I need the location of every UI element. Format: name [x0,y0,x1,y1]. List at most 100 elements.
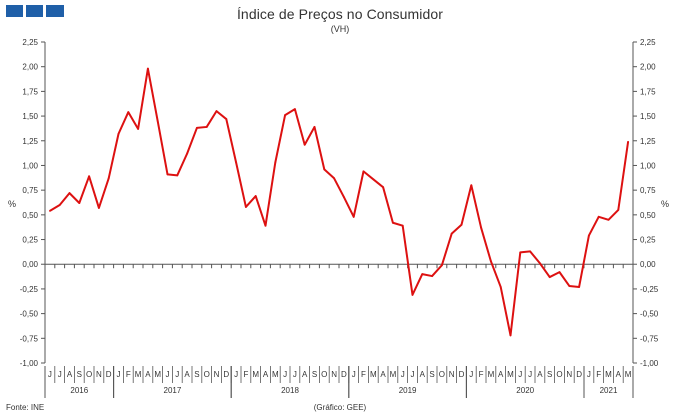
data-point [156,120,159,122]
y-tick-label-right: 2,00 [640,63,656,72]
x-tick-label-month: O [439,370,445,379]
y-tick-label-right: 0,00 [640,260,656,269]
data-point [245,206,247,208]
y-tick-label-left: 2,25 [22,38,38,47]
y-axis-right: -1,00 -0,75 -0,50 -0,25 0,00 0,25 0,50 0,75 1,00… [633,38,659,368]
y-tick-label-right: 0,50 [640,211,656,220]
x-tick-label-month: N [566,370,572,379]
chart-title: Índice de Preços no Consumidor [236,6,444,22]
x-tick-label-month: A [263,370,269,379]
x-tick-label-month: N [331,370,337,379]
x-tick-label-month: F [479,370,484,379]
x-tick-label-month: J [411,370,415,379]
x-tick-label-month: M [605,370,612,379]
y-tick-label-right: 1,25 [640,137,656,146]
x-tick-label-month: J [587,370,591,379]
x-tick-label-month: J [283,370,287,379]
y-tick-label-left: -0,25 [20,285,39,294]
x-tick-label-month: A [184,370,190,379]
y-tick-label-right: 0,75 [640,186,656,195]
data-point [225,118,228,120]
data-point [323,168,326,171]
logo-block-2 [26,5,43,17]
data-point [431,275,433,277]
x-tick-label-year: 2018 [281,386,299,395]
y-tick-label-left: 0,75 [22,186,38,195]
data-point [147,67,149,70]
y-axis-label-right: % [661,199,669,209]
x-tick-label-year: 2016 [70,386,88,395]
data-point [88,175,90,178]
y-tick-label-left: -0,50 [20,310,39,319]
x-tick-label-month: A [420,370,426,379]
series-line [49,67,630,337]
x-tick-label-month: J [58,370,62,379]
data-point [303,143,306,146]
x-tick-label-month: M [507,370,514,379]
y-tick-label-right: 0,25 [640,236,656,245]
chart-axes [44,42,634,363]
data-point [480,226,482,229]
x-tick-label-month: A [498,370,504,379]
x-tick-label-month: A [616,370,622,379]
x-tick-label-month: J [518,370,522,379]
x-tick-label-month: D [341,370,347,379]
data-point [68,192,71,195]
data-point [333,177,335,180]
data-point [274,161,277,164]
data-point [607,218,610,221]
x-tick-label-month: F [596,370,601,379]
data-point [627,140,629,143]
x-tick-label-month: N [214,370,220,379]
x-tick-label-month: A [302,370,308,379]
x-tick-label-month: J [166,370,170,379]
data-point [588,234,590,237]
data-point [166,173,169,176]
y-tick-label-left: 0,25 [22,236,38,245]
data-point [450,232,453,235]
x-tick-label-month: M [488,370,495,379]
x-tick-label-month: O [204,370,210,379]
y-tick-label-right: -0,25 [640,285,659,294]
x-tick-label-month: J [234,370,238,379]
y-tick-label-left: -0,75 [20,334,39,343]
data-point [107,177,110,180]
y-tick-label-left: 1,00 [22,161,38,170]
data-point [421,273,424,276]
data-point [264,224,267,227]
x-tick-label-month: S [77,370,82,379]
logo-block-1 [6,5,23,17]
y-tick-label-left: -1,00 [20,359,39,368]
logo-block-3 [46,5,64,17]
x-tick-label-year: 2017 [164,386,182,395]
x-tick-label-month: A [537,370,543,379]
y-tick-label-right: 1,75 [640,87,656,96]
data-point [548,276,551,278]
data-point [509,334,512,337]
data-point [235,161,238,164]
data-point [313,126,316,128]
data-point [460,223,463,226]
data-point [519,251,522,254]
data-point [578,286,580,288]
x-tick-label-year: 2019 [399,386,417,395]
x-tick-label-month: M [135,370,142,379]
x-tick-label-month: M [154,370,161,379]
source-note: Fonte: INE [6,403,45,412]
y-tick-label-right: -0,50 [640,310,659,319]
y-tick-label-left: 2,00 [22,63,38,72]
data-point [441,264,443,267]
x-tick-label-month: S [429,370,434,379]
x-tick-label-month: M [252,370,259,379]
data-point [362,170,365,173]
x-tick-label-month: J [352,370,356,379]
data-point [499,286,502,288]
x-tick-label-month: J [528,370,532,379]
data-point [196,127,198,129]
x-tick-label-month: F [243,370,248,379]
x-tick-label-month: D [223,370,229,379]
y-tick-label-left: 1,75 [22,87,38,96]
data-point [490,260,492,263]
